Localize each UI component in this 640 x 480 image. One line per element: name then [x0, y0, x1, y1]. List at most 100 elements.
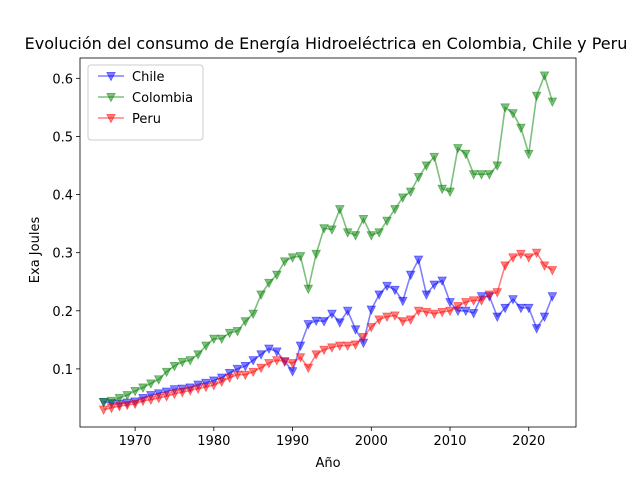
y-tick-label: 0.5 — [52, 130, 73, 145]
data-point-colombia — [279, 257, 290, 267]
data-point-colombia — [460, 149, 471, 160]
data-point-colombia — [232, 327, 243, 337]
data-point-chile — [327, 309, 337, 320]
data-point-chile — [547, 292, 558, 302]
data-point-peru — [445, 306, 455, 317]
data-point-colombia — [98, 398, 109, 408]
data-point-peru — [327, 343, 337, 353]
data-point-colombia — [287, 253, 298, 263]
data-point-colombia — [240, 317, 251, 327]
data-point-colombia — [374, 228, 385, 238]
data-point-colombia — [271, 270, 282, 281]
data-point-colombia — [468, 170, 479, 180]
x-axis: 1970 1980 1990 2000 2010 2020 — [119, 427, 545, 449]
data-point-chile — [468, 309, 479, 319]
data-point-colombia — [334, 205, 345, 215]
data-point-colombia — [216, 334, 227, 345]
data-point-peru — [130, 399, 140, 410]
data-point-colombia — [153, 375, 164, 385]
data-point-chile — [342, 306, 353, 317]
x-tick-label: 1980 — [197, 434, 230, 449]
data-point-colombia — [516, 123, 526, 134]
legend-item-chile: Chile — [98, 70, 165, 85]
data-point-chile — [516, 303, 526, 314]
data-point-chile — [303, 320, 314, 330]
data-point-chile — [437, 276, 448, 287]
data-point-colombia — [437, 184, 448, 195]
data-point-chile — [405, 270, 416, 281]
legend-swatch-marker — [106, 72, 116, 82]
data-point-colombia — [523, 149, 534, 160]
data-point-colombia — [264, 278, 274, 289]
data-point-peru — [122, 400, 133, 411]
data-point-peru — [484, 290, 495, 301]
data-point-chile — [256, 350, 266, 360]
data-point-chile — [295, 341, 306, 352]
data-point-peru — [453, 302, 463, 312]
series-line-colombia — [103, 72, 554, 403]
data-point-colombia — [453, 144, 463, 154]
data-point-peru — [295, 353, 306, 363]
data-point-chile — [508, 295, 518, 305]
data-point-peru — [334, 341, 345, 352]
data-point-chile — [224, 368, 235, 379]
data-point-peru — [161, 392, 172, 402]
data-point-colombia — [358, 214, 369, 225]
data-point-peru — [98, 405, 109, 416]
data-point-peru — [271, 356, 282, 366]
data-point-peru — [279, 357, 290, 367]
y-tick-label: 0.3 — [52, 247, 73, 262]
data-point-peru — [382, 312, 392, 323]
series-layer — [98, 71, 558, 416]
legend-label: Peru — [132, 112, 161, 127]
data-point-peru — [256, 363, 266, 374]
data-point-peru — [437, 307, 448, 318]
data-point-colombia — [311, 249, 322, 260]
data-point-colombia — [390, 205, 400, 215]
data-point-chile — [390, 285, 400, 296]
data-point-peru — [350, 340, 361, 350]
data-point-chile — [374, 290, 385, 301]
data-point-colombia — [138, 383, 148, 393]
y-tick-label: 0.1 — [52, 363, 73, 378]
data-point-peru — [429, 309, 440, 320]
data-point-chile — [271, 347, 282, 357]
legend-label: Colombia — [132, 91, 193, 106]
y-tick-label: 0.6 — [52, 72, 73, 87]
data-point-peru — [248, 367, 259, 378]
data-point-colombia — [248, 309, 259, 320]
data-point-peru — [114, 402, 125, 412]
data-point-peru — [193, 384, 203, 395]
data-point-chile — [311, 316, 322, 327]
data-point-chile — [264, 344, 274, 355]
data-point-chile — [232, 364, 243, 375]
data-point-peru — [216, 377, 227, 388]
data-point-chile — [539, 312, 550, 323]
data-point-peru — [287, 359, 298, 369]
data-point-chile — [492, 312, 503, 323]
data-point-chile — [240, 362, 251, 372]
legend-swatch-marker — [106, 93, 116, 103]
data-point-peru — [303, 363, 314, 374]
data-point-colombia — [397, 193, 408, 203]
data-point-peru — [476, 296, 487, 306]
data-point-colombia — [421, 161, 432, 172]
data-point-chile — [146, 391, 156, 401]
data-point-colombia — [295, 252, 306, 262]
data-point-peru — [146, 395, 156, 406]
x-tick-label: 2000 — [355, 434, 388, 449]
x-tick-label: 1970 — [119, 434, 152, 449]
data-point-colombia — [405, 187, 416, 198]
chart-title: Evolución del consumo de Energía Hidroel… — [25, 34, 628, 53]
data-point-peru — [169, 389, 180, 400]
x-tick-label: 2020 — [512, 434, 545, 449]
data-point-peru — [397, 317, 408, 327]
data-point-colombia — [303, 284, 314, 295]
y-tick-label: 0.2 — [52, 305, 73, 320]
data-point-colombia — [161, 367, 172, 378]
data-point-colombia — [484, 170, 495, 180]
data-point-chile — [500, 303, 510, 314]
data-point-colombia — [382, 216, 392, 227]
data-point-colombia — [146, 379, 156, 389]
data-point-colombia — [319, 224, 329, 234]
